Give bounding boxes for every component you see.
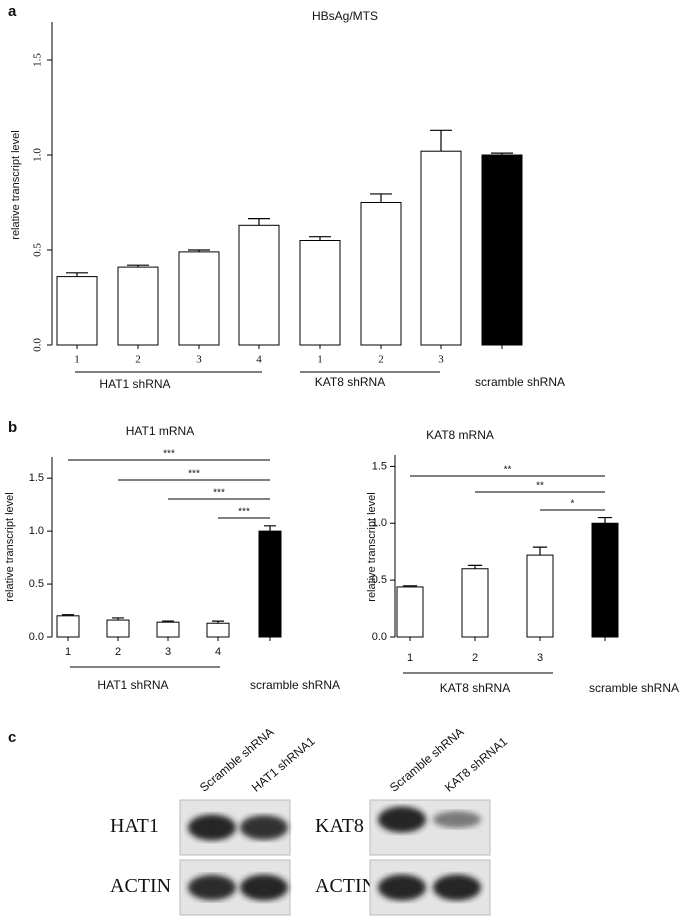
panel-label: c — [8, 729, 16, 746]
bar — [156, 621, 180, 638]
significance-label: *** — [213, 488, 225, 499]
chart-title: HBsAg/MTS — [312, 9, 378, 23]
significance-label: *** — [163, 449, 175, 460]
error-bar — [467, 564, 483, 569]
significance-label: ** — [504, 465, 512, 476]
y-axis-label: relative transcript level — [10, 130, 22, 239]
error-bar — [309, 236, 331, 241]
bar — [178, 251, 220, 346]
y-tick-label: 0.0 — [372, 631, 387, 643]
x-tick-label: 4 — [215, 646, 221, 658]
group-label: scramble shRNA — [589, 681, 679, 695]
blot-band — [378, 806, 426, 833]
y-tick-label: 1.5 — [32, 53, 44, 67]
x-tick-label: 2 — [115, 646, 121, 658]
y-tick-label: 0.5 — [32, 243, 44, 257]
row-label: ACTIN — [110, 875, 171, 897]
group-label: KAT8 shRNA — [440, 681, 510, 695]
panel-label: a — [8, 3, 17, 20]
blot-band — [240, 815, 288, 840]
y-tick-label: 0.5 — [29, 578, 44, 590]
bar — [206, 622, 230, 638]
y-axis-label: relative transcript level — [4, 492, 16, 601]
row-label: KAT8 — [315, 815, 364, 837]
y-tick-label: 1.5 — [372, 460, 387, 472]
error-bar — [597, 516, 613, 524]
group-label: HAT1 shRNA — [97, 678, 168, 692]
blot-band — [188, 814, 236, 841]
group-label: scramble shRNA — [250, 678, 340, 692]
x-tick-label: 1 — [407, 652, 413, 664]
y-tick-label: 1.0 — [29, 525, 44, 537]
blot-band — [240, 874, 288, 901]
x-tick-label: 1 — [317, 354, 323, 366]
group-label: scramble shRNA — [475, 375, 565, 389]
chart-title: KAT8 mRNA — [426, 428, 494, 442]
blot-band — [188, 874, 236, 901]
blot-band — [433, 811, 481, 828]
x-tick-label: 4 — [256, 354, 262, 366]
bar — [56, 615, 80, 638]
group-label: HAT1 shRNA — [99, 377, 170, 391]
x-tick-label: 3 — [537, 652, 543, 664]
y-tick-label: 1.0 — [32, 148, 44, 162]
x-tick-label: 3 — [165, 646, 171, 658]
x-tick-label: 3 — [196, 354, 202, 366]
y-tick-label: 0.0 — [29, 631, 44, 643]
bar — [360, 202, 402, 346]
y-tick-label: 1.0 — [372, 517, 387, 529]
bar — [106, 619, 130, 638]
blot-band — [378, 874, 426, 901]
bar — [420, 150, 462, 346]
bar — [526, 554, 554, 638]
bar — [258, 530, 282, 638]
significance-label: *** — [188, 469, 200, 480]
row-label: ACTIN — [315, 875, 376, 897]
y-tick-label: 1.5 — [29, 472, 44, 484]
bar — [591, 522, 619, 638]
error-bar — [263, 525, 277, 532]
bar — [481, 154, 523, 346]
significance-label: * — [571, 499, 575, 510]
error-bar — [430, 129, 452, 152]
significance-label: *** — [238, 507, 250, 518]
bar — [396, 586, 424, 638]
bar — [299, 240, 341, 346]
x-tick-label: 1 — [74, 354, 80, 366]
x-tick-label: 2 — [378, 354, 384, 366]
error-bar — [370, 193, 392, 203]
significance-label: ** — [536, 481, 544, 492]
blot-band — [433, 874, 481, 901]
error-bar — [248, 218, 270, 226]
bar — [461, 568, 489, 638]
panel-label: b — [8, 419, 17, 436]
y-tick-label: 0.0 — [32, 338, 44, 352]
y-tick-label: 0.5 — [372, 574, 387, 586]
group-label: KAT8 shRNA — [315, 375, 385, 389]
bar — [117, 266, 159, 346]
chart-title: HAT1 mRNA — [126, 424, 194, 438]
x-tick-label: 1 — [65, 646, 71, 658]
y-axis-label: relative transcript level — [366, 492, 378, 601]
bar — [238, 224, 280, 346]
x-tick-label: 3 — [438, 354, 444, 366]
row-label: HAT1 — [110, 815, 159, 837]
x-tick-label: 2 — [472, 652, 478, 664]
bar — [56, 276, 98, 346]
x-tick-label: 2 — [135, 354, 141, 366]
error-bar — [66, 272, 88, 277]
error-bar — [532, 546, 548, 556]
